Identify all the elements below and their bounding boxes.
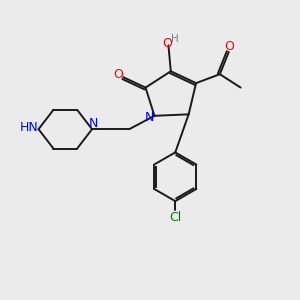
- Text: O: O: [224, 40, 234, 53]
- Text: H: H: [171, 34, 179, 44]
- Text: N: N: [89, 117, 98, 130]
- Text: O: O: [162, 37, 172, 50]
- Text: HN: HN: [20, 121, 39, 134]
- Text: N: N: [144, 111, 154, 124]
- Text: O: O: [113, 68, 123, 81]
- Text: Cl: Cl: [169, 211, 182, 224]
